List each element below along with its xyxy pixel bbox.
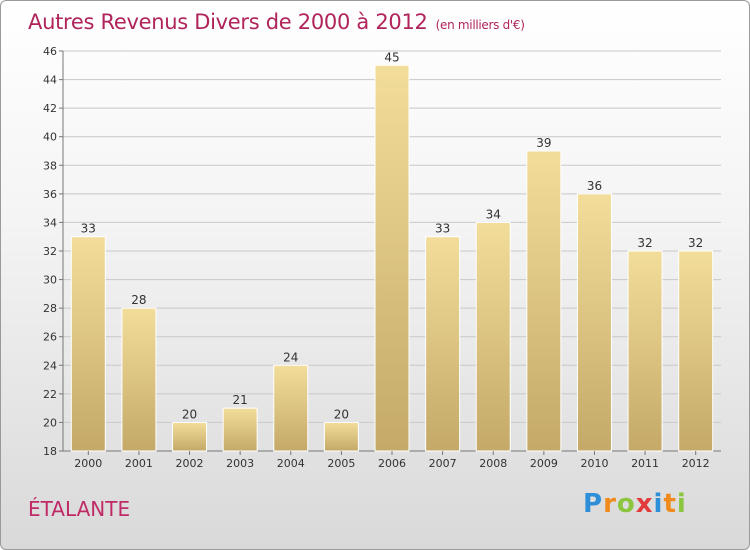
logo-letter: o bbox=[616, 489, 636, 519]
x-tick-label-2009: 2009 bbox=[530, 457, 558, 470]
x-tick-label-2008: 2008 bbox=[479, 457, 507, 470]
bar-2001 bbox=[121, 307, 157, 452]
x-tick-label-2012: 2012 bbox=[682, 457, 710, 470]
logo-letter: P bbox=[583, 489, 604, 519]
bar-2004 bbox=[273, 364, 309, 452]
data-label-2010: 36 bbox=[587, 179, 602, 193]
bar-2000 bbox=[70, 236, 106, 452]
commune-name: ÉTALANTE bbox=[28, 497, 131, 521]
data-label-2003: 21 bbox=[233, 393, 248, 407]
x-tick-label-2000: 2000 bbox=[74, 457, 102, 470]
y-tick-label: 46 bbox=[43, 45, 57, 58]
y-tick-label: 30 bbox=[43, 274, 57, 287]
bar-2008 bbox=[475, 221, 511, 452]
bar-2003 bbox=[222, 407, 258, 452]
bar-2011 bbox=[627, 250, 663, 452]
chart-title: Autres Revenus Divers de 2000 à 2012 (en … bbox=[28, 10, 525, 34]
y-tick-label: 32 bbox=[43, 245, 57, 258]
data-label-2006: 45 bbox=[384, 50, 399, 64]
logo-letter: i bbox=[676, 489, 687, 519]
x-tick-label-2002: 2002 bbox=[176, 457, 204, 470]
x-tick-label-2005: 2005 bbox=[327, 457, 355, 470]
proxiti-logo[interactable]: Proxiti bbox=[583, 489, 687, 519]
x-tick-label-2007: 2007 bbox=[429, 457, 457, 470]
x-tick-label-2001: 2001 bbox=[125, 457, 153, 470]
y-tick-label: 34 bbox=[43, 216, 57, 229]
data-label-2004: 24 bbox=[283, 350, 298, 364]
bar-2002 bbox=[172, 421, 208, 452]
y-tick-label: 22 bbox=[43, 388, 57, 401]
bar-2009 bbox=[526, 150, 562, 452]
x-tick-label-2003: 2003 bbox=[226, 457, 254, 470]
y-tick-label: 40 bbox=[43, 131, 57, 144]
bar-2010 bbox=[576, 193, 612, 452]
bar-2005 bbox=[323, 421, 359, 452]
x-tick-label-2006: 2006 bbox=[378, 457, 406, 470]
data-label-2000: 33 bbox=[81, 222, 96, 236]
y-tick-label: 18 bbox=[43, 445, 57, 458]
data-label-2008: 34 bbox=[486, 207, 501, 221]
bar-2006 bbox=[374, 64, 410, 452]
y-tick-label: 26 bbox=[43, 331, 57, 344]
data-label-2001: 28 bbox=[131, 293, 146, 307]
y-tick-label: 20 bbox=[43, 416, 57, 429]
data-label-2012: 32 bbox=[688, 236, 703, 250]
x-tick-label-2010: 2010 bbox=[580, 457, 608, 470]
logo-letter: x bbox=[635, 489, 654, 519]
title-text: Autres Revenus Divers de 2000 à 2012 bbox=[28, 10, 428, 34]
data-label-2005: 20 bbox=[334, 407, 349, 421]
y-tick-label: 24 bbox=[43, 359, 57, 372]
title-unit: (en milliers d'€) bbox=[435, 18, 525, 32]
bar-2012 bbox=[678, 250, 714, 452]
data-label-2002: 20 bbox=[182, 407, 197, 421]
y-tick-label: 42 bbox=[43, 102, 57, 115]
data-label-2009: 39 bbox=[536, 136, 551, 150]
logo-letter: r bbox=[603, 489, 617, 519]
logo-letter: i bbox=[653, 489, 664, 519]
y-tick-label: 36 bbox=[43, 188, 57, 201]
x-tick-label-2004: 2004 bbox=[277, 457, 305, 470]
y-tick-label: 44 bbox=[43, 74, 57, 87]
data-label-2011: 32 bbox=[637, 236, 652, 250]
y-tick-label: 28 bbox=[43, 302, 57, 315]
logo-letter: t bbox=[663, 489, 677, 519]
x-tick-label-2011: 2011 bbox=[631, 457, 659, 470]
y-tick-label: 38 bbox=[43, 159, 57, 172]
data-label-2007: 33 bbox=[435, 222, 450, 236]
bar-2007 bbox=[425, 236, 461, 452]
